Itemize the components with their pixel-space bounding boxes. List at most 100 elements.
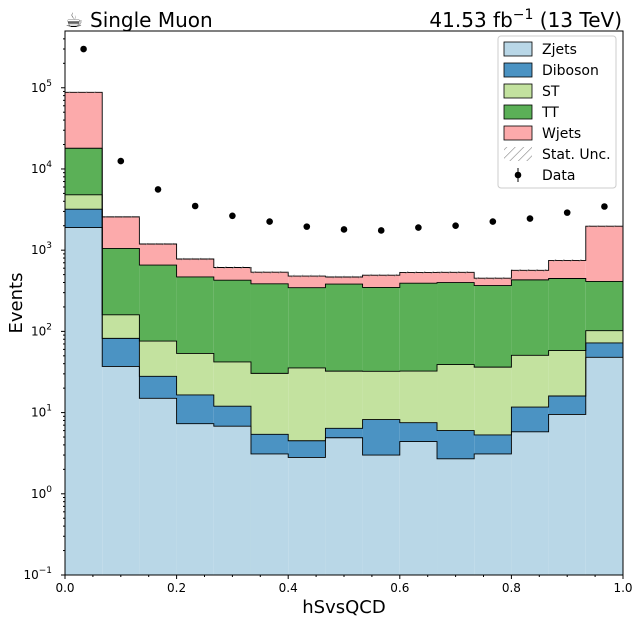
legend-swatch <box>503 62 533 78</box>
series-tt <box>65 148 623 374</box>
bar-wjets <box>250 272 289 284</box>
outline-diboson <box>64 208 624 575</box>
stacked-histogram <box>64 91 624 575</box>
data-point <box>489 218 497 225</box>
coffee-cup-icon: ☕ <box>65 8 83 32</box>
x-tick-label: 0.6 <box>390 581 409 595</box>
y-tick-label: 102 <box>31 322 52 338</box>
bar-tt <box>585 281 623 331</box>
bar-st <box>176 353 214 395</box>
y-tick-label: 105 <box>31 79 52 95</box>
bar-wjets <box>511 270 549 280</box>
bar-wjets <box>65 92 103 149</box>
unc-band <box>102 215 140 218</box>
unc-band <box>325 275 363 279</box>
bar-zjets <box>362 455 400 575</box>
bar-st <box>437 364 475 431</box>
bar-diboson <box>362 419 400 456</box>
bar-diboson <box>511 407 549 432</box>
bar-wjets <box>548 260 586 279</box>
bar-tt <box>399 283 438 372</box>
legend-label: Zjets <box>542 42 577 58</box>
bar-diboson <box>585 342 623 358</box>
data-point <box>117 157 125 165</box>
unc-band <box>139 242 177 246</box>
legend: Zjets Diboson ST TT Wjets Stat. Unc. Data <box>497 35 617 189</box>
bar-zjets <box>250 453 289 575</box>
bar-tt <box>139 265 177 342</box>
bar-st <box>250 373 289 435</box>
bar-tt <box>176 276 214 354</box>
bar-diboson <box>325 428 363 438</box>
series-st <box>65 194 623 441</box>
bar-zjets <box>102 366 140 575</box>
data-point <box>303 223 311 230</box>
bar-zjets <box>511 431 549 575</box>
bar-st <box>65 194 103 210</box>
legend-item-wjets: Wjets <box>503 125 581 142</box>
stat-uncertainty-band <box>65 91 623 280</box>
bar-diboson <box>548 396 586 415</box>
outline-st <box>64 194 624 575</box>
bar-wjets <box>176 259 214 277</box>
unc-band <box>362 273 400 277</box>
bar-wjets <box>139 244 177 266</box>
unc-band <box>176 257 214 261</box>
unc-band <box>548 259 586 262</box>
channel-label: Single Muon <box>90 8 213 32</box>
bar-tt <box>213 280 251 362</box>
unc-band <box>399 271 438 274</box>
bar-diboson <box>437 430 475 459</box>
legend-label: Data <box>542 168 575 184</box>
legend-marker <box>514 171 522 179</box>
data-point <box>80 45 87 53</box>
series-zjets <box>65 227 623 575</box>
bar-tt <box>250 283 289 374</box>
data-point <box>154 186 162 193</box>
bar-diboson <box>213 406 251 427</box>
bar-st <box>288 367 326 441</box>
x-tick-label: 0.4 <box>279 581 298 595</box>
bar-tt <box>65 148 103 195</box>
legend-item-st: ST <box>503 83 560 100</box>
unc-band <box>585 225 623 228</box>
data-point <box>526 215 534 222</box>
legend-item-stat-unc: Stat. Unc. <box>504 147 611 163</box>
series-diboson <box>65 209 623 459</box>
y-tick-label: 103 <box>31 241 52 257</box>
axes: 0.0 0.2 0.4 0.6 0.8 1.0 10−1 100 101 102 103 104 105 <box>23 30 633 595</box>
bar-diboson <box>250 434 289 454</box>
bar-zjets <box>139 398 177 575</box>
data-point <box>229 212 236 220</box>
legend-swatch <box>503 104 533 120</box>
legend-swatch <box>503 125 533 141</box>
bar-zjets <box>548 414 586 575</box>
bar-diboson <box>176 394 214 424</box>
bar-wjets <box>399 272 438 284</box>
legend-item-tt: TT <box>503 104 559 121</box>
bar-wjets <box>437 272 475 283</box>
data-point <box>601 203 608 210</box>
bar-zjets <box>213 426 251 575</box>
bar-wjets <box>362 275 400 288</box>
y-tick-label: 101 <box>31 404 52 420</box>
bar-tt <box>102 248 140 315</box>
y-tick-label: 100 <box>31 485 52 501</box>
bar-tt <box>362 287 400 372</box>
data-point <box>452 222 459 230</box>
bar-tt <box>548 278 586 351</box>
lumi-value: 41.53 fb <box>429 8 512 32</box>
bar-st <box>325 371 363 429</box>
legend-label: TT <box>541 105 559 121</box>
series-wjets <box>65 92 623 288</box>
bar-diboson <box>65 209 103 228</box>
y-tick-label: 10−1 <box>23 566 52 582</box>
outline-tt <box>64 147 624 575</box>
legend-label: Wjets <box>542 126 581 142</box>
bar-st <box>399 371 438 423</box>
legend-item-data: Data <box>514 168 575 184</box>
unc-band <box>288 274 326 278</box>
bar-diboson <box>288 440 326 458</box>
x-tick-label: 0.8 <box>502 581 521 595</box>
